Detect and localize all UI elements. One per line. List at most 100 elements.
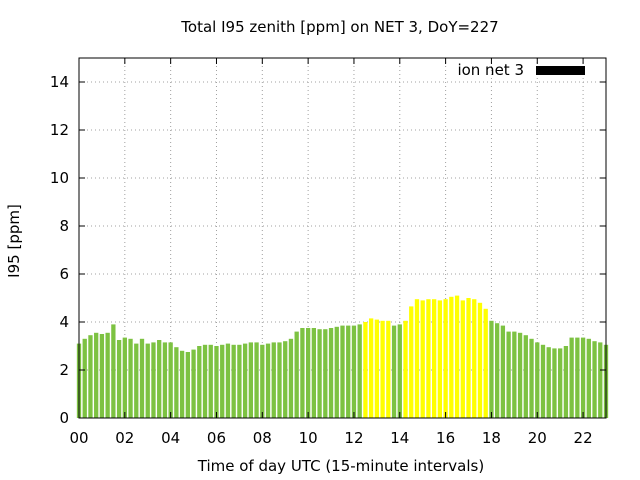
bar <box>558 348 563 418</box>
x-tick-label: 08 <box>253 429 272 447</box>
bar <box>317 329 322 418</box>
x-tick-label: 20 <box>528 429 547 447</box>
bar <box>472 299 477 418</box>
bar <box>586 338 591 418</box>
bar <box>168 342 173 418</box>
bar <box>477 302 483 418</box>
bar <box>260 344 265 418</box>
bar <box>426 299 431 418</box>
bar <box>420 300 425 418</box>
bar <box>139 338 145 418</box>
bar <box>432 299 437 418</box>
y-tick-label: 4 <box>59 313 69 331</box>
bar <box>598 342 603 418</box>
bar <box>512 331 517 418</box>
bar <box>128 338 133 418</box>
y-tick-label: 14 <box>50 73 69 91</box>
bar <box>506 331 511 418</box>
bar <box>540 344 546 418</box>
bar <box>592 341 597 418</box>
x-tick-label: 04 <box>161 429 180 447</box>
legend-swatch <box>536 66 585 75</box>
bar <box>265 343 271 418</box>
bar <box>380 320 385 418</box>
bar <box>271 342 276 418</box>
y-tick-label: 8 <box>59 217 69 235</box>
bar <box>409 306 414 418</box>
bar <box>94 332 99 418</box>
bar <box>403 320 408 418</box>
bar <box>374 319 380 418</box>
axis-ticks <box>78 58 606 419</box>
bar <box>248 342 253 418</box>
bar <box>162 342 168 418</box>
bar <box>122 337 127 418</box>
legend: ion net 3 <box>457 61 585 79</box>
bar <box>231 344 236 418</box>
bar <box>242 343 248 418</box>
bar <box>116 340 122 418</box>
x-tick-label: 16 <box>436 429 455 447</box>
bar <box>288 338 294 418</box>
x-axis-label: Time of day UTC (15-minute intervals) <box>197 457 484 475</box>
bar <box>311 328 317 418</box>
bar <box>99 334 105 418</box>
bar <box>529 338 534 418</box>
bar <box>277 342 282 418</box>
bar <box>208 344 213 418</box>
bar <box>346 325 351 418</box>
bar <box>351 325 357 418</box>
bar <box>580 337 586 418</box>
bar <box>569 337 574 418</box>
bar <box>254 342 259 418</box>
bar <box>88 335 93 418</box>
x-tick-label: 02 <box>115 429 134 447</box>
y-axis-label: I95 [ppm] <box>5 204 23 278</box>
x-tick-label: 14 <box>390 429 409 447</box>
bar <box>535 342 540 418</box>
bar <box>328 328 334 418</box>
bar <box>443 299 448 418</box>
bar <box>546 347 551 418</box>
bar <box>363 322 368 418</box>
bar <box>500 325 506 418</box>
bar <box>495 323 500 418</box>
bar <box>368 318 374 418</box>
bar <box>483 308 488 418</box>
bar <box>386 320 391 418</box>
bar <box>151 342 156 418</box>
bar <box>466 298 471 418</box>
bar <box>357 324 362 418</box>
bar <box>300 328 305 418</box>
plot-frame <box>78 57 607 419</box>
bar <box>489 320 494 418</box>
bar <box>454 295 460 418</box>
bar <box>111 324 116 418</box>
bar <box>214 346 219 418</box>
bar <box>179 350 185 418</box>
bar <box>334 326 339 418</box>
x-tick-label: 22 <box>574 429 593 447</box>
y-tick-label: 2 <box>59 361 69 379</box>
bar <box>523 335 528 418</box>
bar <box>517 332 523 418</box>
bar <box>220 344 225 418</box>
x-tick-label: 10 <box>299 429 318 447</box>
bar <box>305 328 311 418</box>
y-tick-label: 12 <box>50 121 69 139</box>
bar <box>563 346 569 418</box>
bar <box>449 296 454 418</box>
bar <box>185 352 190 418</box>
bar <box>105 332 110 418</box>
bar <box>460 300 465 418</box>
bar <box>397 324 402 418</box>
bar <box>197 346 202 418</box>
bar <box>294 331 299 418</box>
bar <box>157 340 162 418</box>
bar <box>145 343 150 418</box>
bar <box>437 300 443 418</box>
bar <box>323 329 328 418</box>
bar <box>340 325 345 418</box>
y-tick-label: 6 <box>59 265 69 283</box>
bar <box>283 341 288 418</box>
